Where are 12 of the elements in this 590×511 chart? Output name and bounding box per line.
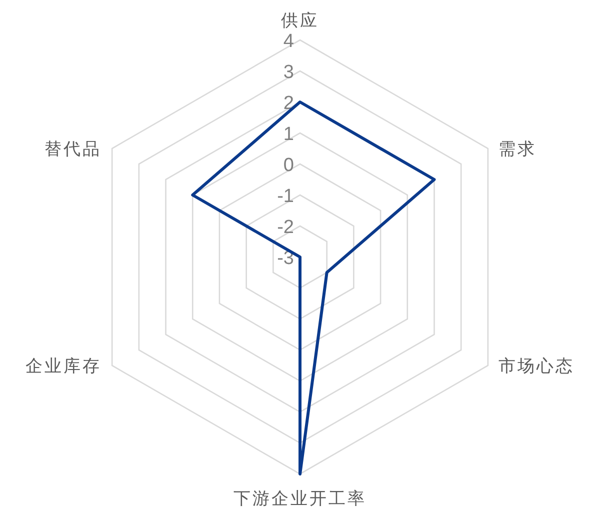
spoke-label: 企业库存 [26,356,102,376]
spoke-label: 市场心态 [498,356,574,376]
y-tick-label: -2 [277,217,294,238]
spoke-label: 需求 [498,140,536,160]
spoke-label: 替代品 [44,140,102,160]
y-tick-label: 4 [283,31,294,52]
y-tick-label: 3 [283,62,294,83]
spoke-label: 下游企业开工率 [234,489,366,509]
y-tick-label: -1 [277,186,294,207]
y-tick-label: 0 [283,155,294,176]
spoke-label: 供应 [281,11,319,31]
y-tick-label: 1 [283,124,294,145]
